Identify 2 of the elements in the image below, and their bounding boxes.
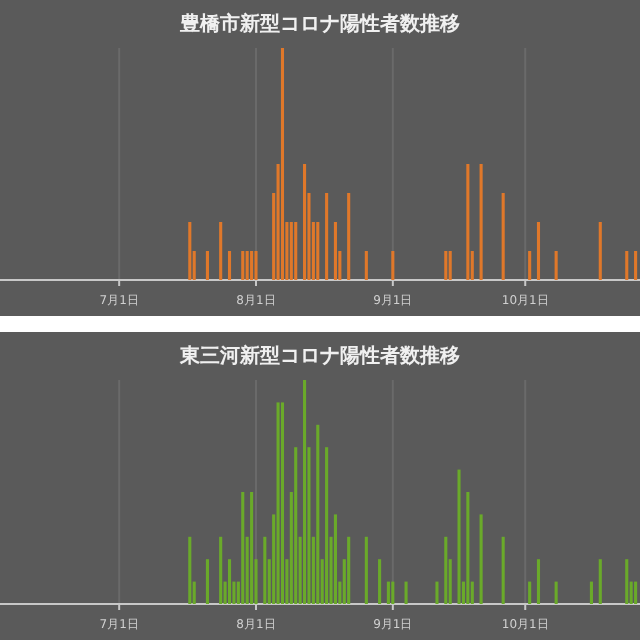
chart-title: 豊橋市新型コロナ陽性者数推移 <box>178 12 460 36</box>
chart-title: 東三河新型コロナ陽性者数推移 <box>178 344 460 368</box>
